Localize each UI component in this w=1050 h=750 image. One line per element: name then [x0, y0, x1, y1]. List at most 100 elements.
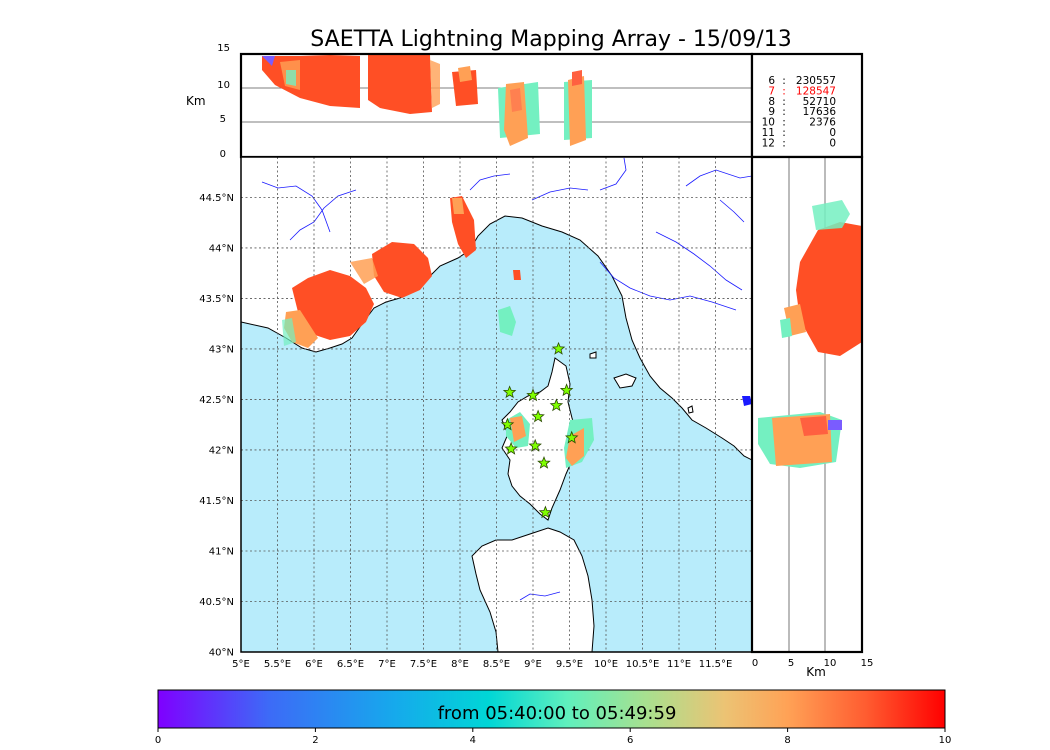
source-cluster-var — [350, 258, 378, 284]
stat-station-count: 7 — [768, 85, 775, 97]
stat-separator: : — [782, 85, 786, 97]
stat-station-count: 8 — [768, 96, 775, 108]
station-star-icon — [500, 417, 515, 431]
longitude-tick-labels: 5°E 5.5°E 6°E 6.5°E 7°E 7.5°E 8°E 8.5°E 9°E 9.5°E… — [232, 659, 732, 670]
stat-source-count: 0 — [829, 137, 836, 149]
longitude-tick-label: 7°E — [378, 659, 396, 670]
longitude-tick-label: 9.5°E — [556, 659, 583, 670]
map-content — [241, 157, 752, 652]
longitude-tick-label: 11°E — [667, 659, 691, 670]
stat-separator: : — [782, 96, 786, 108]
station-statistics-box: 6:2305577:1285478:527109:1763610:237611:… — [750, 52, 864, 159]
longitude-tick-label: 10.5°E — [626, 659, 660, 670]
latitude-tick-label: 44.5°N — [199, 193, 234, 204]
source-cluster-genoa-top — [452, 198, 464, 214]
station-star-icon — [564, 430, 579, 444]
time-colorbar: from 05:40:00 to 05:49:59 0 2 4 6 8 10 — [155, 689, 952, 746]
top-panel-ylabel: Km — [186, 94, 206, 108]
stat-station-count: 11 — [762, 127, 775, 139]
stat-separator: : — [782, 137, 786, 149]
stats-rows: 6:2305577:1285478:527109:1763610:237611:… — [762, 75, 837, 149]
latitude-tick-label: 42°N — [209, 445, 234, 456]
source-cluster-provence-west — [292, 270, 374, 340]
latitude-tick-label: 40°N — [209, 648, 234, 659]
stat-separator: : — [782, 75, 786, 87]
colorbar-tick-label: 2 — [312, 735, 318, 746]
right-xtick-0: 0 — [752, 658, 758, 669]
source-cluster-provence-east — [372, 242, 432, 298]
right-source-cluster-north — [796, 222, 862, 356]
longitude-tick-label: 9°E — [524, 659, 542, 670]
latitude-tick-label: 41.5°N — [199, 496, 234, 507]
longitude-tick-label: 5°E — [232, 659, 250, 670]
longitude-tick-label: 11.5°E — [699, 659, 733, 670]
stat-source-count: 128547 — [796, 85, 836, 97]
longitude-tick-label: 8.5°E — [483, 659, 510, 670]
colorbar-tick-label: 8 — [784, 735, 790, 746]
stat-station-count: 9 — [768, 106, 775, 118]
top-source-cluster-corsica-east — [564, 70, 592, 146]
station-star-icon — [528, 438, 542, 452]
stats-box-frame — [750, 52, 864, 159]
colorbar-tick-label: 4 — [470, 735, 476, 746]
right-xtick-10: 10 — [824, 658, 837, 669]
stat-separator: : — [782, 117, 786, 129]
top-ytick-5: 5 — [220, 114, 226, 125]
longitude-tick-label: 7.5°E — [410, 659, 437, 670]
longitude-tick-label: 6.5°E — [337, 659, 364, 670]
longitude-tick-label: 10°E — [594, 659, 618, 670]
source-cluster-piombino — [742, 396, 752, 406]
station-star-icon — [559, 383, 574, 397]
top-panel-sources — [262, 55, 592, 146]
right-panel-xlabel: Km — [806, 665, 826, 679]
lightning-source-clusters — [282, 196, 752, 468]
latitude-tick-label: 43°N — [209, 344, 234, 355]
longitude-tick-label: 8°E — [451, 659, 469, 670]
stat-source-count: 52710 — [803, 96, 836, 108]
top-altitude-panel: 15 10 5 0 Km — [186, 43, 754, 160]
right-source-cluster-north-cool — [780, 318, 792, 338]
source-cluster-sea-green — [498, 306, 516, 336]
top-source-cluster-provence — [262, 55, 440, 114]
colorbar-time-range-label: from 05:40:00 to 05:49:59 — [438, 703, 677, 724]
stat-source-count: 17636 — [803, 106, 837, 118]
main-map-panel: 5°E 5.5°E 6°E 6.5°E 7°E 7.5°E 8°E 8.5°E 9°E 9.5°E… — [199, 156, 753, 670]
lma-stations — [500, 341, 579, 519]
colorbar-tick-label: 0 — [155, 735, 161, 746]
longitude-tick-label: 5.5°E — [264, 659, 291, 670]
right-xtick-15: 15 — [861, 658, 874, 669]
colorbar-ticks: 0 2 4 6 8 10 — [155, 728, 952, 746]
station-star-icon — [537, 456, 551, 469]
colorbar-gradient — [157, 689, 946, 729]
right-source-cluster-north-top — [812, 200, 850, 230]
colorbar-tick-label: 10 — [939, 735, 952, 746]
top-source-cluster-ligurian — [452, 66, 478, 106]
river-lines — [261, 157, 752, 601]
latitude-tick-labels: 44.5°N 44°N 43.5°N 43°N 42.5°N 42°N 41.5°N 41°N… — [199, 193, 234, 659]
station-star-icon — [538, 505, 553, 519]
station-star-icon — [551, 341, 566, 355]
top-ytick-15: 15 — [217, 43, 230, 54]
stat-source-count: 2376 — [809, 117, 836, 129]
station-star-icon — [526, 388, 540, 402]
colorbar-tick-label: 6 — [627, 735, 633, 746]
source-cluster-provence-cool — [282, 318, 296, 346]
latitude-tick-label: 41°N — [209, 546, 234, 557]
latitude-tick-label: 40.5°N — [199, 597, 234, 608]
stat-separator: : — [782, 127, 786, 139]
right-xtick-5: 5 — [788, 658, 794, 669]
source-cluster-sea-small — [513, 270, 521, 280]
top-ytick-0: 0 — [220, 149, 226, 160]
mainland-landmass — [241, 157, 752, 461]
station-star-icon — [502, 385, 517, 399]
elba-island — [613, 373, 637, 389]
top-ytick-10: 10 — [217, 80, 230, 91]
right-panel-sources — [758, 200, 862, 468]
capraia-island — [589, 351, 597, 359]
latitude-tick-label: 42.5°N — [199, 395, 234, 406]
top-source-cluster-corsica-west — [498, 82, 540, 146]
latitude-tick-label: 43.5°N — [199, 294, 234, 305]
right-source-cluster-south-hot — [800, 416, 828, 436]
giglio-island — [687, 405, 694, 414]
